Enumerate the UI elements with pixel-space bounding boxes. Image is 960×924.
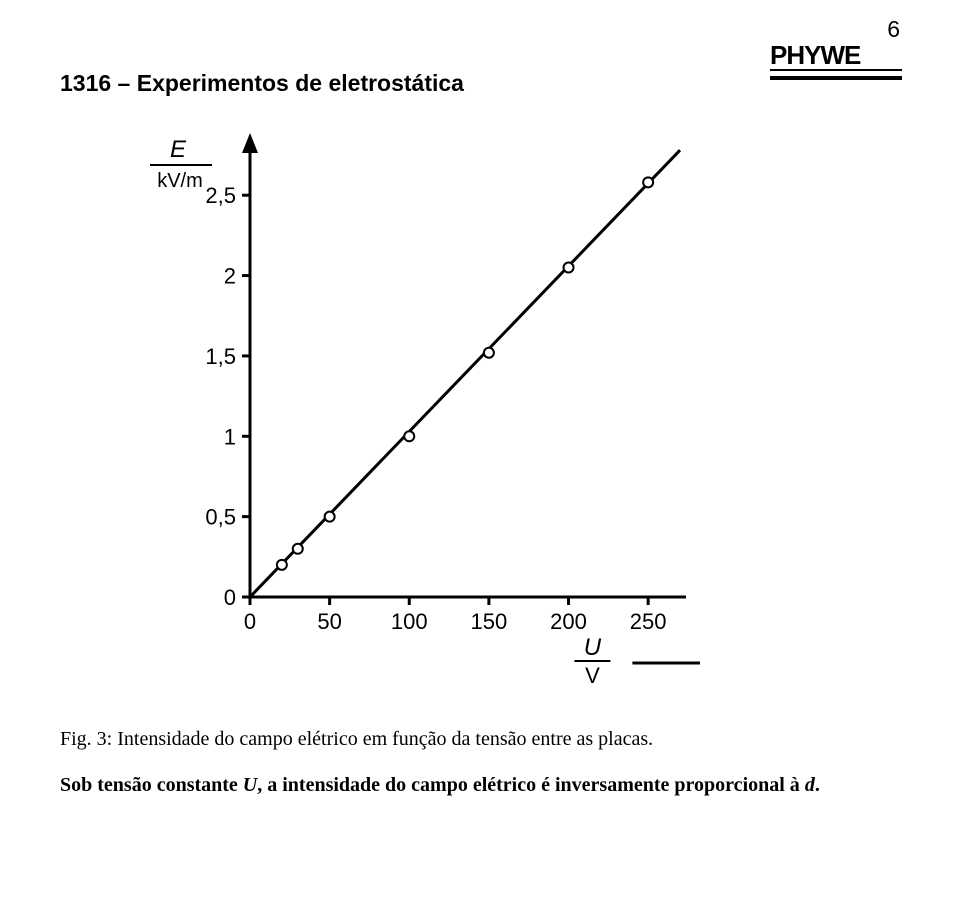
svg-text:U: U <box>584 634 602 661</box>
svg-text:2,5: 2,5 <box>205 183 236 208</box>
svg-text:kV/m: kV/m <box>157 170 203 192</box>
figure-caption: Fig. 3: Intensidade do campo elétrico em… <box>60 725 900 753</box>
brand-logo: PHYWE <box>770 40 902 82</box>
svg-text:1: 1 <box>224 424 236 449</box>
svg-text:0: 0 <box>244 609 256 634</box>
svg-text:1,5: 1,5 <box>205 344 236 369</box>
svg-text:0,5: 0,5 <box>205 505 236 530</box>
svg-text:V: V <box>585 663 600 688</box>
body-mid: , a intensidade do campo elétrico é inve… <box>257 774 805 796</box>
chart: 0 0,5 1 1,5 2 2,5 0 50 100 150 200 250 EkV/m UV <box>140 127 700 697</box>
body-prefix: Sob tensão constante <box>60 774 243 796</box>
svg-text:150: 150 <box>471 609 508 634</box>
logo-text: PHYWE <box>770 40 861 70</box>
svg-text:100: 100 <box>391 609 428 634</box>
svg-text:2: 2 <box>224 264 236 289</box>
svg-text:250: 250 <box>630 609 667 634</box>
page-title: 1316 – Experimentos de eletrostática <box>60 70 464 97</box>
body-text: Sob tensão constante U, a intensidade do… <box>60 771 900 799</box>
svg-text:200: 200 <box>550 609 587 634</box>
body-suffix: . <box>815 774 820 796</box>
page-number: 6 <box>887 16 900 43</box>
svg-text:50: 50 <box>317 609 341 634</box>
svg-text:E: E <box>170 136 187 163</box>
svg-text:0: 0 <box>224 585 236 610</box>
var-d: d <box>805 774 815 796</box>
var-u: U <box>243 774 257 796</box>
